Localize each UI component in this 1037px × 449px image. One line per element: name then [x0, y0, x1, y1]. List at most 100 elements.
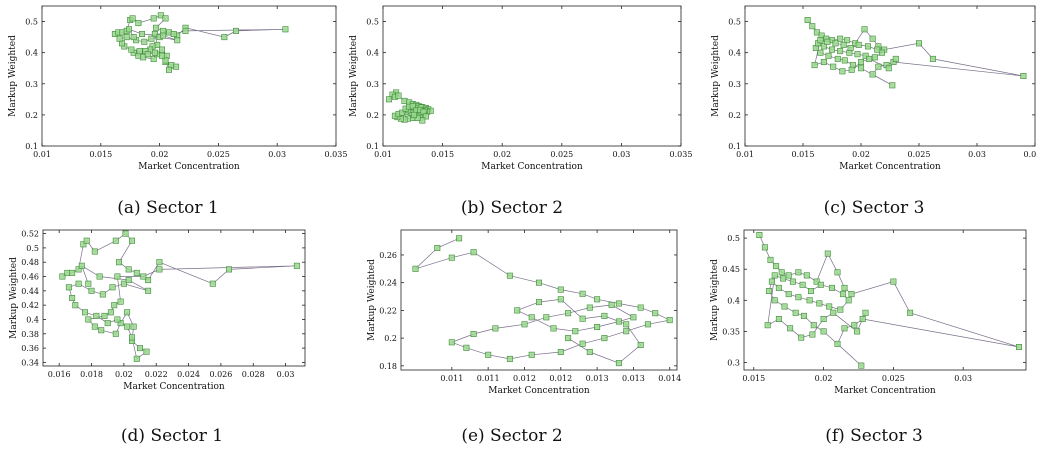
data-point — [145, 277, 152, 284]
data-point — [798, 334, 805, 341]
data-point — [841, 57, 848, 64]
data-point — [133, 355, 140, 362]
data-point — [282, 26, 289, 33]
data-point — [156, 266, 163, 273]
x-tick-label: 0.01 — [374, 150, 392, 159]
caption-sector-1-a: (a) Sector 1 — [117, 198, 219, 218]
data-point — [615, 318, 622, 325]
x-tick-label: 0.013 — [586, 374, 609, 383]
data-point — [875, 63, 882, 70]
data-point — [892, 55, 899, 62]
data-point — [151, 30, 158, 37]
x-tick-label: 0.02 — [852, 150, 870, 159]
data-point — [861, 26, 868, 33]
data-point — [98, 327, 105, 334]
data-point — [837, 306, 844, 313]
data-point — [787, 325, 794, 332]
y-tick-label: 0.52 — [21, 230, 39, 239]
data-point — [116, 35, 123, 42]
y-tick-label: 0.4 — [366, 49, 379, 58]
series-markup-weighted — [412, 235, 673, 367]
data-point — [637, 341, 644, 348]
data-point — [862, 52, 869, 59]
data-point — [112, 237, 119, 244]
x-tick-label: 0.012 — [513, 374, 536, 383]
data-point — [129, 15, 136, 22]
data-point — [630, 314, 637, 321]
data-point — [832, 40, 839, 47]
data-point — [128, 46, 135, 53]
y-tick-label: 0.24 — [379, 279, 397, 288]
data-point — [173, 63, 180, 70]
data-point — [869, 35, 876, 42]
data-point — [828, 284, 835, 291]
y-tick-label: 0.26 — [379, 251, 397, 260]
data-point — [506, 355, 513, 362]
data-point — [871, 54, 878, 61]
data-point — [409, 103, 416, 110]
y-tick-label: 0.46 — [21, 273, 39, 282]
data-point — [615, 360, 622, 367]
y-axis-label: Markup Weighted — [9, 257, 19, 339]
chart-panel-5: 0.011 0.011 0.012 0.012 0.013 0.013 0.014 0.18 0… — [367, 229, 681, 396]
data-point — [140, 273, 147, 280]
data-point — [841, 284, 848, 291]
data-point — [120, 280, 127, 287]
data-point — [88, 287, 95, 294]
plot-frame — [743, 229, 1027, 371]
y-axis-label: Markup Weighted — [367, 259, 377, 341]
data-point — [557, 296, 564, 303]
data-point — [864, 43, 871, 50]
series-markup-weighted — [59, 230, 300, 362]
caption-sector-3-f: (f) Sector 3 — [825, 426, 923, 446]
data-point — [463, 344, 470, 351]
data-point — [840, 291, 847, 298]
data-point — [221, 34, 228, 41]
data-point — [72, 302, 79, 309]
x-tick-label: 0.022 — [145, 370, 168, 379]
data-point — [907, 309, 914, 316]
data-point — [162, 57, 169, 64]
y-tick-label: 0.2 — [25, 111, 38, 120]
data-point — [579, 315, 586, 322]
data-point — [514, 307, 521, 314]
data-point — [608, 301, 615, 308]
x-tick-label: 0.025 — [908, 150, 931, 159]
data-point — [586, 348, 593, 355]
x-tick-label: 0.026 — [209, 370, 232, 379]
data-point — [594, 323, 601, 330]
x-tick-label: 0.035 — [325, 150, 348, 159]
data-point — [293, 262, 300, 269]
data-point — [123, 34, 130, 41]
data-point — [778, 269, 785, 276]
data-point — [448, 339, 455, 346]
plot-frame — [382, 5, 682, 147]
data-point — [785, 272, 792, 279]
x-axis-label: Market Concentration — [488, 386, 590, 396]
data-point — [929, 55, 936, 62]
data-point — [840, 41, 847, 48]
data-point — [117, 320, 124, 327]
x-tick-label: 0.03 — [277, 370, 295, 379]
data-point — [565, 335, 572, 342]
series-markup-weighted — [756, 232, 1022, 369]
data-point — [150, 55, 157, 62]
chart-panel-3: 0.01 0.015 0.02 0.025 0.03 0.035 0.1 0.2 0.3 0.4 0… — [711, 5, 1037, 172]
data-point — [395, 92, 402, 99]
data-point — [159, 52, 166, 59]
y-tick-label: 0.48 — [21, 258, 39, 267]
data-point — [414, 115, 421, 122]
data-point — [857, 58, 864, 65]
data-point — [771, 272, 778, 279]
data-point — [792, 309, 799, 316]
data-point — [857, 65, 864, 72]
data-point — [83, 237, 90, 244]
caption-sector-1-d: (d) Sector 1 — [120, 426, 224, 446]
x-tick-label: 0.018 — [80, 370, 103, 379]
data-point — [150, 15, 157, 22]
y-tick-label: 0.4 — [728, 49, 741, 58]
y-tick-label: 0.4 — [727, 296, 740, 305]
y-axis-label: Markup Weighted — [8, 35, 18, 117]
caption-sector-3-c: (c) Sector 3 — [823, 198, 925, 218]
caption-sector-2-e: (e) Sector 2 — [461, 426, 563, 446]
